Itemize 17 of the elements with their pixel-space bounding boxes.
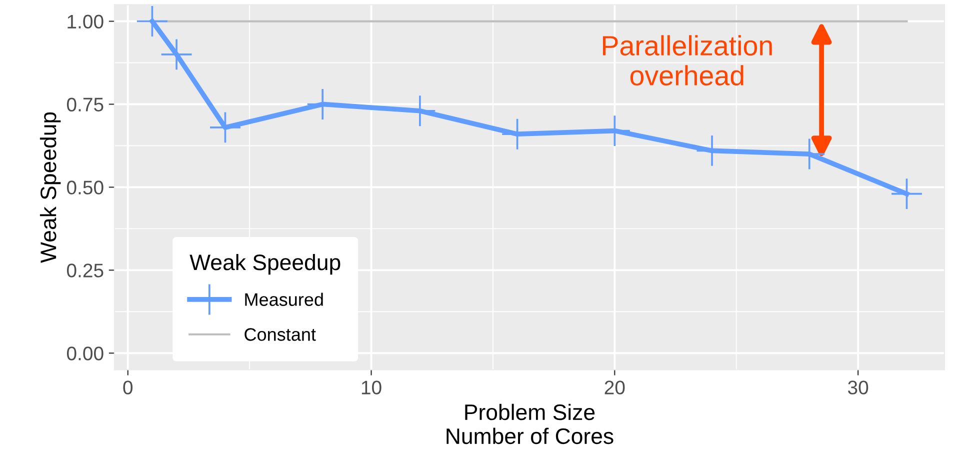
y-tick-label: 0.00 [66, 346, 104, 360]
y-tick-label: 0.25 [66, 264, 104, 278]
x-tick-label: 10 [362, 380, 382, 394]
legend-label: Constant [244, 328, 316, 341]
y-tick-label: 0.75 [66, 98, 104, 112]
legend-label: Measured [245, 292, 323, 306]
y-tick-label: 0.50 [66, 180, 104, 194]
point [210, 112, 240, 143]
x-tick-label: 30 [848, 380, 868, 394]
x-tick-label: 0 [123, 380, 133, 394]
point [161, 39, 192, 70]
y-axis-title: Weak Speedup [40, 112, 61, 263]
y-tick-label: 1.00 [68, 14, 104, 29]
legend-title: Weak Speedup [190, 254, 340, 275]
x-axis-title: Problem Size Number of Cores [446, 404, 614, 444]
x-tick-label: 20 [604, 380, 625, 394]
annotation: Parallelization overhead [602, 35, 772, 86]
